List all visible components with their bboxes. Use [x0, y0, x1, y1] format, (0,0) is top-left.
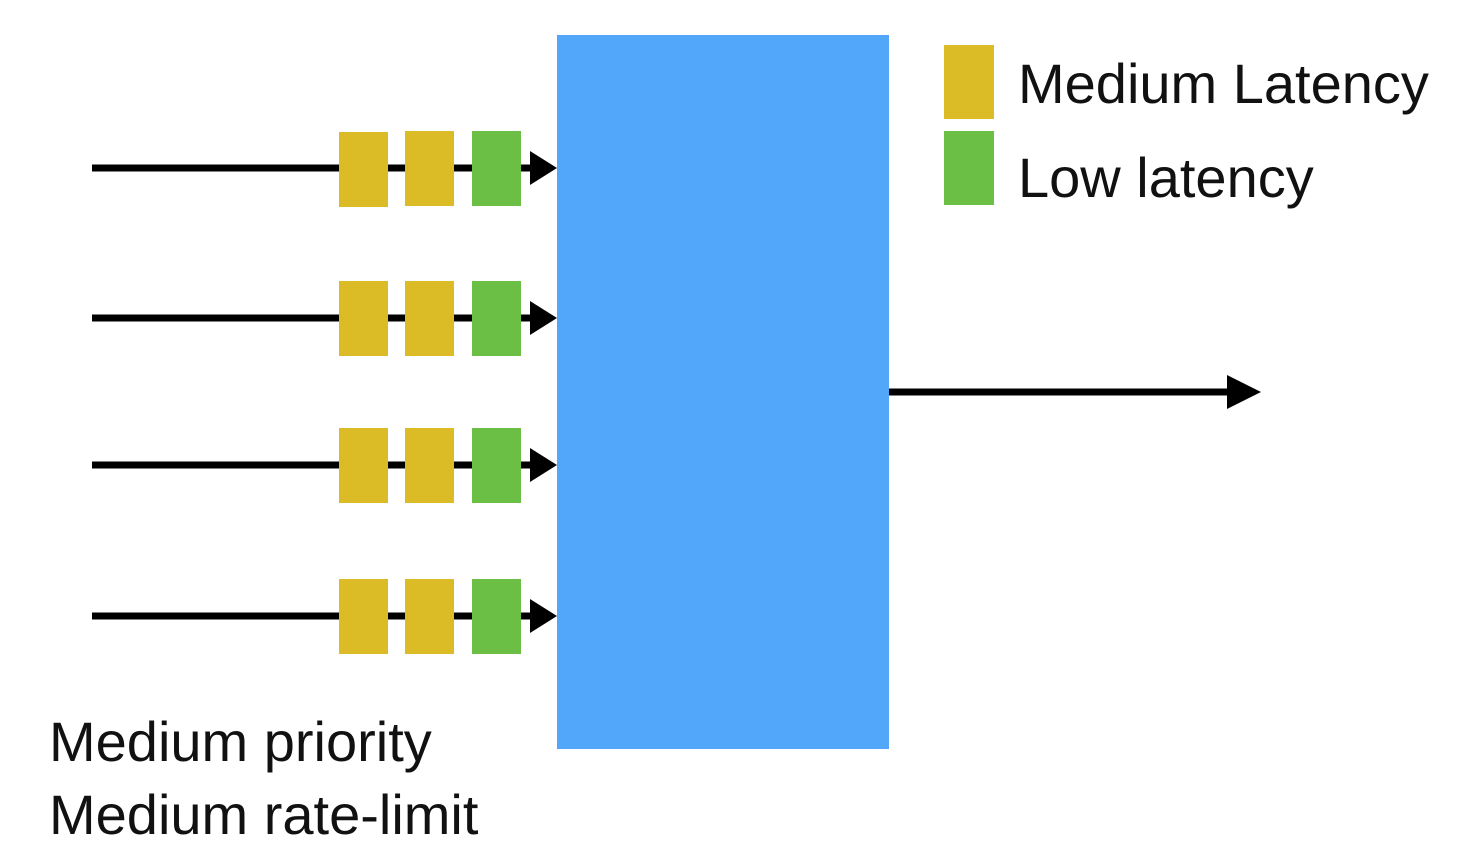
- queue-row: [92, 428, 557, 503]
- queue-arrowhead: [530, 599, 557, 633]
- caption-priority: Medium priority: [49, 710, 432, 773]
- queue-row: [92, 579, 557, 654]
- output-arrowhead: [1227, 375, 1261, 409]
- packet-medium-latency: [405, 428, 454, 503]
- packet-medium-latency: [405, 579, 454, 654]
- packet-medium-latency: [405, 281, 454, 356]
- packet-low-latency: [472, 131, 521, 206]
- queue-arrowhead: [530, 301, 557, 335]
- legend-label-medium-latency: Medium Latency: [1018, 52, 1429, 115]
- packet-medium-latency: [339, 281, 388, 356]
- packet-medium-latency: [405, 131, 454, 206]
- queue-arrowhead: [530, 448, 557, 482]
- legend-swatch-medium-latency: [944, 45, 994, 119]
- packet-low-latency: [472, 281, 521, 356]
- scheduler-block: [557, 35, 889, 749]
- packet-low-latency: [472, 428, 521, 503]
- packet-medium-latency: [339, 428, 388, 503]
- packet-medium-latency: [339, 132, 388, 207]
- packet-low-latency: [472, 579, 521, 654]
- input-queues: [92, 131, 557, 654]
- legend-swatch-low-latency: [944, 131, 994, 205]
- queue-row: [92, 281, 557, 356]
- legend-swatches: [944, 45, 994, 205]
- queue-row: [92, 131, 557, 207]
- output-link: [889, 375, 1261, 409]
- caption-rate-limit: Medium rate-limit: [49, 783, 479, 846]
- legend-label-low-latency: Low latency: [1018, 146, 1314, 209]
- queue-arrowhead: [530, 151, 557, 185]
- packet-medium-latency: [339, 579, 388, 654]
